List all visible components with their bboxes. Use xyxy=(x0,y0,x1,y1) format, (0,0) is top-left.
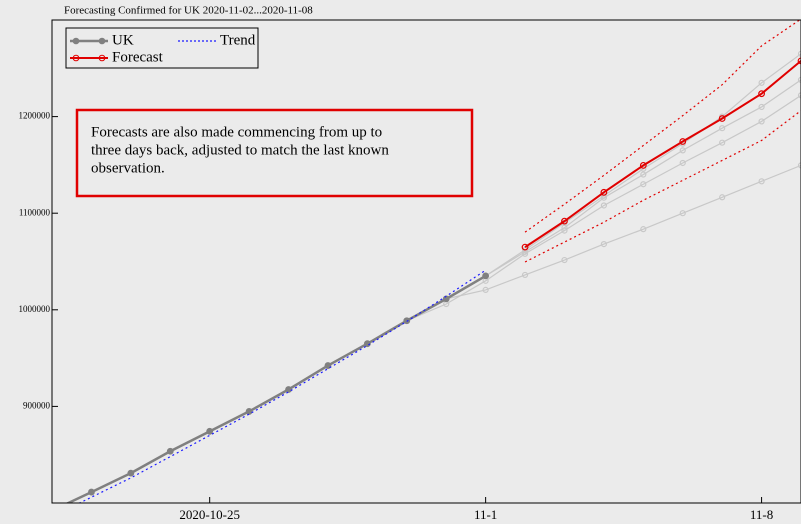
marker xyxy=(797,92,801,99)
y-tick-label: 1100000 xyxy=(19,207,51,217)
series-line xyxy=(485,79,801,277)
marker xyxy=(679,138,687,145)
series-line xyxy=(78,269,486,503)
series-line xyxy=(446,164,801,300)
marker xyxy=(600,202,607,209)
chart-title: Forecasting Confirmed for UK 2020-11-02.… xyxy=(64,5,313,17)
marker xyxy=(285,386,292,393)
x-tick-label: 11-8 xyxy=(750,507,773,522)
marker xyxy=(679,210,686,217)
marker xyxy=(166,447,174,455)
series-line xyxy=(524,20,801,233)
marker xyxy=(600,188,608,196)
y-tick-label: 900000 xyxy=(23,400,51,410)
legend-marker xyxy=(98,37,106,45)
series-line xyxy=(65,274,487,503)
legend-label: Trend xyxy=(220,32,256,48)
marker xyxy=(679,159,686,167)
marker xyxy=(719,194,726,201)
y-tick-label: 1000000 xyxy=(19,304,51,314)
marker xyxy=(639,161,647,169)
marker xyxy=(797,162,801,169)
marker xyxy=(719,139,726,146)
marker xyxy=(521,271,529,279)
overlay: 900000 1000000 1100000 1200000 2020-10-25 11-… xyxy=(19,27,773,522)
legend-label: Forecast xyxy=(112,49,164,65)
legend-box xyxy=(65,27,259,69)
marker xyxy=(797,57,801,65)
marker xyxy=(718,115,726,122)
marker xyxy=(482,286,489,294)
marker xyxy=(206,427,214,435)
marker xyxy=(640,226,647,233)
marker xyxy=(640,171,647,178)
marker xyxy=(521,243,529,251)
marker xyxy=(561,217,568,225)
marker xyxy=(561,256,568,264)
marker xyxy=(758,103,765,111)
marker xyxy=(640,181,647,188)
plot-frame xyxy=(51,19,801,504)
x-tick-label: 11-1 xyxy=(474,507,497,522)
annotation-text: three days back, adjusted to match the l… xyxy=(91,142,389,158)
annotation-text: Forecasts are also made commencing from … xyxy=(91,124,382,140)
marker xyxy=(88,488,95,496)
x-tick-label: 2020-10-25 xyxy=(179,507,240,522)
marker xyxy=(758,118,765,125)
marker xyxy=(521,246,529,254)
marker xyxy=(127,469,135,477)
marker xyxy=(758,90,765,98)
legend-marker xyxy=(72,54,80,62)
marker xyxy=(719,125,726,132)
marker xyxy=(324,362,332,369)
series-line xyxy=(524,110,801,263)
annotation-text: observation. xyxy=(91,160,165,176)
annotation-box xyxy=(75,108,474,198)
y-tick-label: 1200000 xyxy=(19,111,51,121)
plot-area xyxy=(65,20,801,503)
series-line xyxy=(406,94,801,322)
legend-marker xyxy=(98,54,106,62)
marker xyxy=(245,408,253,415)
marker xyxy=(758,178,765,185)
marker xyxy=(797,76,801,83)
marker xyxy=(797,50,801,57)
legend-marker xyxy=(72,37,80,45)
marker xyxy=(758,79,765,86)
marker xyxy=(482,272,490,280)
marker xyxy=(679,147,686,154)
series-line xyxy=(524,60,801,248)
marker xyxy=(600,241,607,248)
legend-label: UK xyxy=(112,32,134,48)
